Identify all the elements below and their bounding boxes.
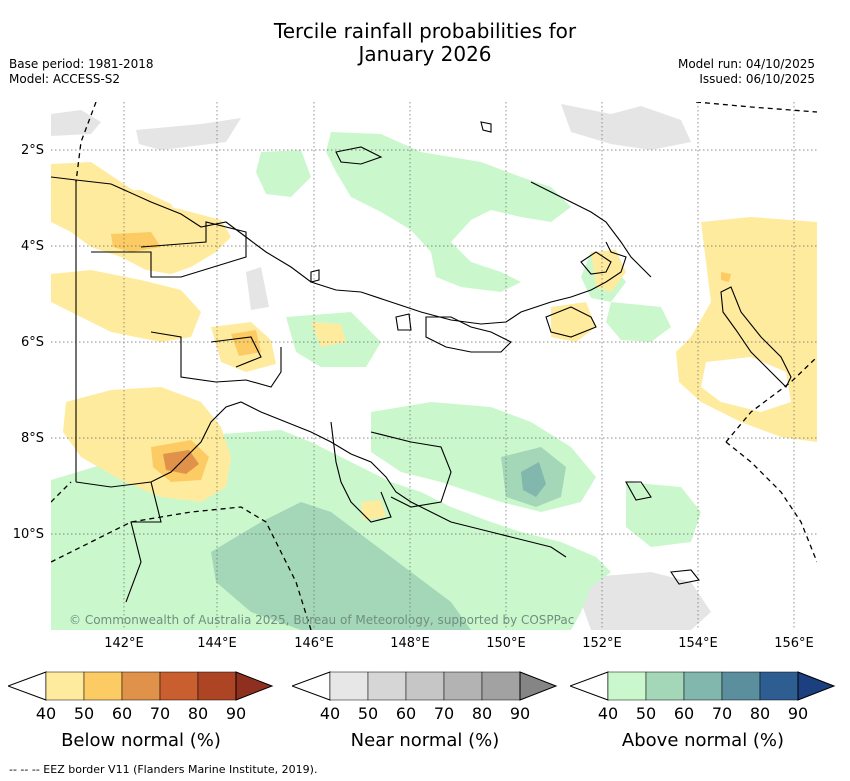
above-bin-50-60 [645, 671, 685, 701]
near-tick-90: 90 [509, 704, 531, 723]
below-normal-regions [51, 162, 817, 520]
base-period-text: Base period: 1981-2018 [9, 57, 154, 71]
model-run-text: Model run: 04/10/2025 [677, 57, 815, 71]
near-tick-50: 50 [357, 704, 379, 723]
below-tick-60: 60 [111, 704, 133, 723]
above-tick-70: 70 [711, 704, 733, 723]
run-info: Model run: 04/10/2025 Issued: 06/10/2025 [678, 57, 815, 87]
below-tick-50: 50 [73, 704, 95, 723]
lon-label-154e: 154°E [678, 636, 718, 651]
near-bin-40-50 [329, 671, 369, 701]
lat-label-10s: 10°S [12, 527, 44, 542]
eez-note: -- -- -- EEZ border V11 (Flanders Marine… [9, 763, 318, 776]
above-tick-50: 50 [635, 704, 657, 723]
below-extend-min [8, 671, 47, 701]
near-extend-min [292, 671, 331, 701]
issued-text: Issued: 06/10/2025 [699, 72, 815, 86]
lon-label-144e: 144°E [197, 636, 237, 651]
lon-label-148e: 148°E [390, 636, 430, 651]
copyright-text: © Commonwealth of Australia 2025, Bureau… [69, 613, 575, 627]
lon-label-146e: 146°E [294, 636, 334, 651]
near-bin-50-60 [367, 671, 407, 701]
below-bin-70-80 [159, 671, 199, 701]
model-info: Base period: 1981-2018 Model: ACCESS-S2 [9, 57, 154, 87]
above-extend-min [570, 671, 609, 701]
lat-label-4s: 4°S [20, 239, 44, 254]
below-tick-90: 90 [225, 704, 247, 723]
map-title: Tercile rainfall probabilities for Janua… [0, 20, 850, 66]
below-bin-80-90 [197, 671, 237, 701]
below-tick-40: 40 [35, 704, 57, 723]
below-normal-colorbar [8, 671, 274, 701]
lat-label-2s: 2°S [20, 143, 44, 158]
near-tick-60: 60 [395, 704, 417, 723]
lon-label-142e: 142°E [104, 636, 144, 651]
below-tick-80: 80 [187, 704, 209, 723]
above-tick-40: 40 [597, 704, 619, 723]
above-bin-40-50 [607, 671, 647, 701]
title-line-1: Tercile rainfall probabilities for [273, 19, 577, 43]
below-bin-60-70 [121, 671, 161, 701]
above-tick-60: 60 [673, 704, 695, 723]
above-normal-colorbar [570, 671, 836, 701]
below-tick-70: 70 [149, 704, 171, 723]
below-bin-40-50 [45, 671, 85, 701]
above-normal-title: Above normal (%) [621, 730, 785, 751]
lat-label-6s: 6°S [20, 335, 44, 350]
above-bin-80-90 [759, 671, 799, 701]
near-tick-70: 70 [433, 704, 455, 723]
graticule [51, 102, 817, 630]
eez-borders [51, 102, 817, 630]
coastlines [51, 121, 792, 603]
probability-map [51, 102, 817, 630]
lon-label-150e: 150°E [486, 636, 526, 651]
above-bin-60-70 [683, 671, 723, 701]
above-extend-max [797, 671, 836, 701]
near-bin-60-70 [405, 671, 445, 701]
near-tick-80: 80 [471, 704, 493, 723]
below-bin-50-60 [83, 671, 123, 701]
above-bin-70-80 [721, 671, 761, 701]
model-text: Model: ACCESS-S2 [9, 72, 121, 86]
below-extend-max [235, 671, 274, 701]
above-tick-90: 90 [787, 704, 809, 723]
near-normal-colorbar [292, 671, 558, 701]
lon-label-152e: 152°E [582, 636, 622, 651]
title-line-2: January 2026 [358, 42, 492, 66]
near-extend-max [519, 671, 558, 701]
near-bin-70-80 [443, 671, 483, 701]
near-tick-40: 40 [319, 704, 341, 723]
lat-label-8s: 8°S [20, 431, 44, 446]
near-bin-80-90 [481, 671, 521, 701]
near-normal-title: Near normal (%) [350, 730, 500, 751]
above-tick-80: 80 [749, 704, 771, 723]
below-normal-title: Below normal (%) [61, 730, 221, 751]
lon-label-156e: 156°E [774, 636, 814, 651]
